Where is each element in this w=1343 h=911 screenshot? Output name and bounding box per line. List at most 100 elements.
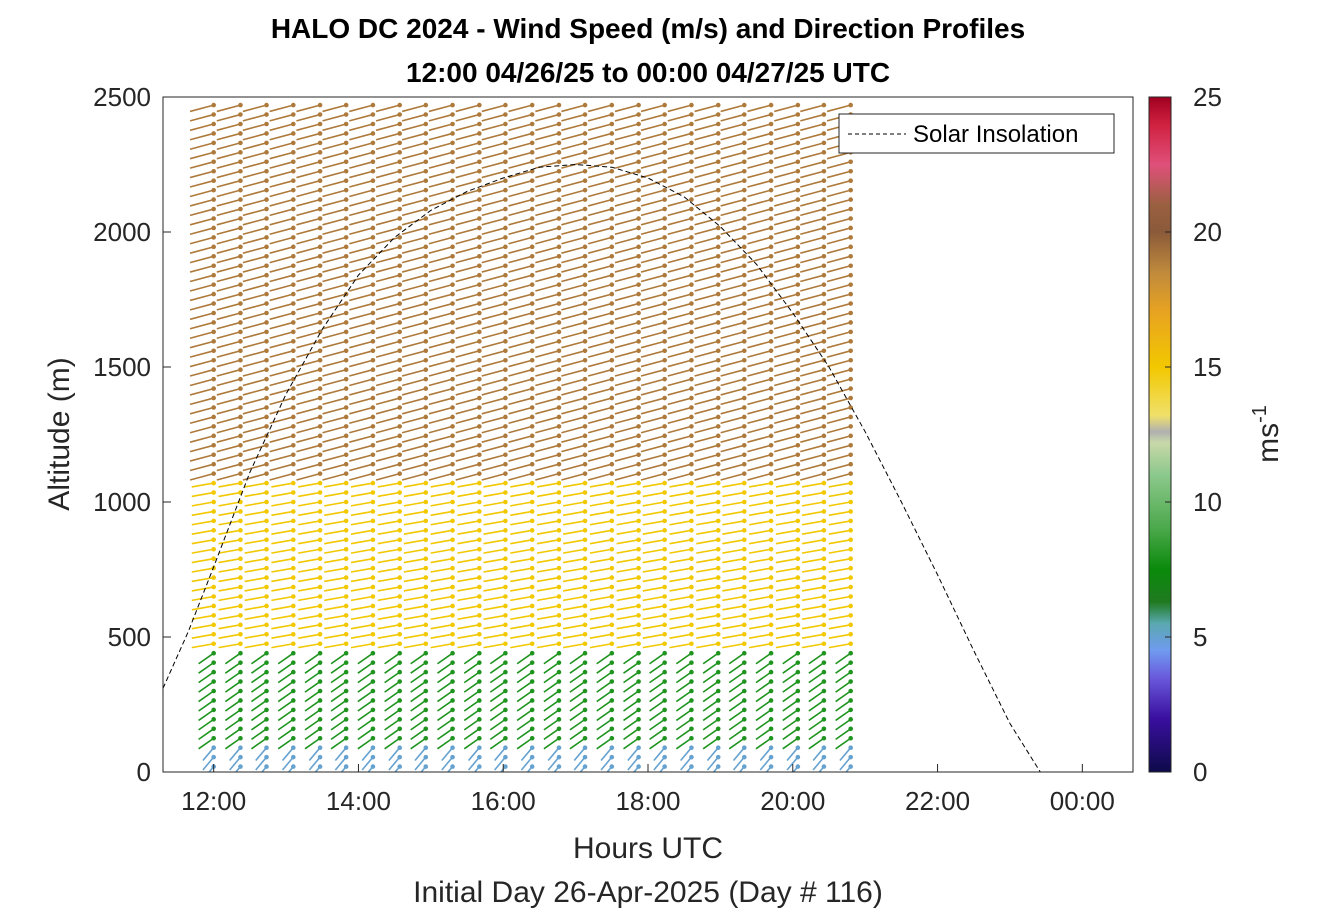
- wind-vector-head: [689, 613, 694, 618]
- wind-vector: [640, 453, 665, 462]
- wind-vector: [614, 208, 639, 217]
- wind-vector: [308, 747, 321, 762]
- wind-vector-head: [821, 660, 827, 665]
- wind-vector-head: [715, 603, 721, 609]
- wind-vector: [720, 472, 745, 481]
- wind-vector-head: [741, 584, 747, 590]
- wind-vector: [189, 170, 214, 179]
- wind-vector: [649, 690, 666, 703]
- wind-vector: [535, 123, 560, 132]
- colorbar-label-exponent: -1: [1249, 405, 1271, 423]
- wind-vector: [455, 453, 480, 462]
- wind-vector: [755, 699, 772, 712]
- wind-vector-head: [636, 613, 641, 618]
- wind-vector: [749, 614, 772, 621]
- wind-vector: [375, 463, 400, 472]
- wind-vector-head: [343, 253, 349, 259]
- wind-vector-head: [317, 225, 323, 231]
- wind-vector: [508, 293, 533, 302]
- wind-vector-head: [238, 414, 243, 420]
- wind-vector-head: [689, 263, 694, 269]
- wind-vector: [749, 539, 772, 545]
- wind-vector-head: [689, 168, 694, 174]
- wind-vector-head: [821, 225, 827, 231]
- wind-vector-head: [397, 688, 403, 694]
- wind-vector-head: [211, 509, 216, 514]
- wind-vector: [457, 520, 480, 526]
- wind-vector-head: [848, 320, 853, 325]
- wind-vector-head: [609, 528, 615, 533]
- wind-vector-head: [741, 282, 747, 287]
- wind-vector-head: [556, 339, 562, 344]
- wind-vector-head: [715, 518, 721, 524]
- wind-vector: [463, 690, 480, 703]
- wind-vector: [675, 699, 692, 712]
- wind-vector-head: [795, 386, 801, 391]
- wind-vector: [774, 435, 799, 443]
- wind-vector-head: [317, 376, 323, 382]
- wind-vector-head: [662, 187, 667, 193]
- wind-vector: [667, 170, 692, 179]
- wind-vector: [224, 652, 241, 665]
- wind-vector-head: [450, 688, 455, 694]
- wind-vector-head: [370, 584, 376, 590]
- wind-vector: [694, 142, 719, 151]
- wind-vector: [403, 501, 426, 507]
- wind-vector: [835, 718, 852, 731]
- wind-vector-head: [343, 660, 349, 665]
- wind-vector-head: [317, 112, 323, 117]
- wind-vector: [640, 264, 665, 273]
- wind-vector: [826, 368, 851, 377]
- wind-vector: [667, 104, 692, 113]
- wind-vector-head: [741, 225, 747, 231]
- wind-vector-head: [662, 584, 667, 590]
- wind-vector: [614, 453, 639, 462]
- wind-vector-head: [264, 509, 269, 514]
- wind-vector-head: [529, 339, 535, 344]
- wind-vector-head: [741, 272, 747, 278]
- wind-vector-head: [715, 471, 721, 476]
- wind-vector: [410, 699, 427, 712]
- wind-vector: [349, 453, 374, 462]
- wind-vector: [403, 595, 426, 602]
- wind-vector-head: [582, 291, 588, 297]
- wind-vector: [722, 510, 745, 517]
- wind-vector-head: [317, 603, 323, 609]
- wind-vector-head: [477, 650, 482, 656]
- wind-vector-head: [343, 443, 349, 448]
- wind-vector: [640, 283, 665, 292]
- wind-vector-head: [848, 424, 853, 429]
- wind-vector-head: [477, 518, 482, 524]
- wind-vector-head: [423, 735, 429, 741]
- wind-vector-head: [821, 131, 827, 136]
- wind-vector: [667, 350, 692, 358]
- wind-vector-head: [503, 509, 508, 514]
- wind-vector: [614, 104, 639, 113]
- wind-vector: [224, 671, 241, 684]
- wind-vector: [244, 586, 267, 592]
- wind-vector-head: [609, 367, 615, 373]
- wind-vector: [640, 189, 665, 198]
- wind-vector-head: [450, 556, 455, 561]
- wind-vector-head: [636, 490, 641, 495]
- wind-vector: [384, 652, 401, 665]
- wind-vector: [747, 246, 772, 254]
- wind-vector-head: [582, 339, 588, 344]
- wind-vector: [694, 246, 719, 254]
- wind-vector-head: [343, 235, 349, 240]
- wind-vector: [642, 529, 665, 536]
- wind-vector: [508, 123, 533, 132]
- wind-vector: [198, 737, 215, 750]
- wind-vector-head: [715, 206, 721, 212]
- wind-vector-head: [343, 726, 349, 732]
- wind-vector-head: [343, 320, 349, 325]
- wind-vector-head: [529, 452, 535, 458]
- wind-vector-head: [609, 698, 615, 703]
- wind-vector: [242, 463, 267, 472]
- wind-vector: [675, 652, 692, 665]
- wind-vector-head: [317, 329, 323, 335]
- wind-vector-head: [715, 650, 721, 656]
- wind-vector-head: [768, 575, 774, 580]
- wind-vector-head: [848, 528, 853, 533]
- wind-vector-head: [689, 471, 694, 476]
